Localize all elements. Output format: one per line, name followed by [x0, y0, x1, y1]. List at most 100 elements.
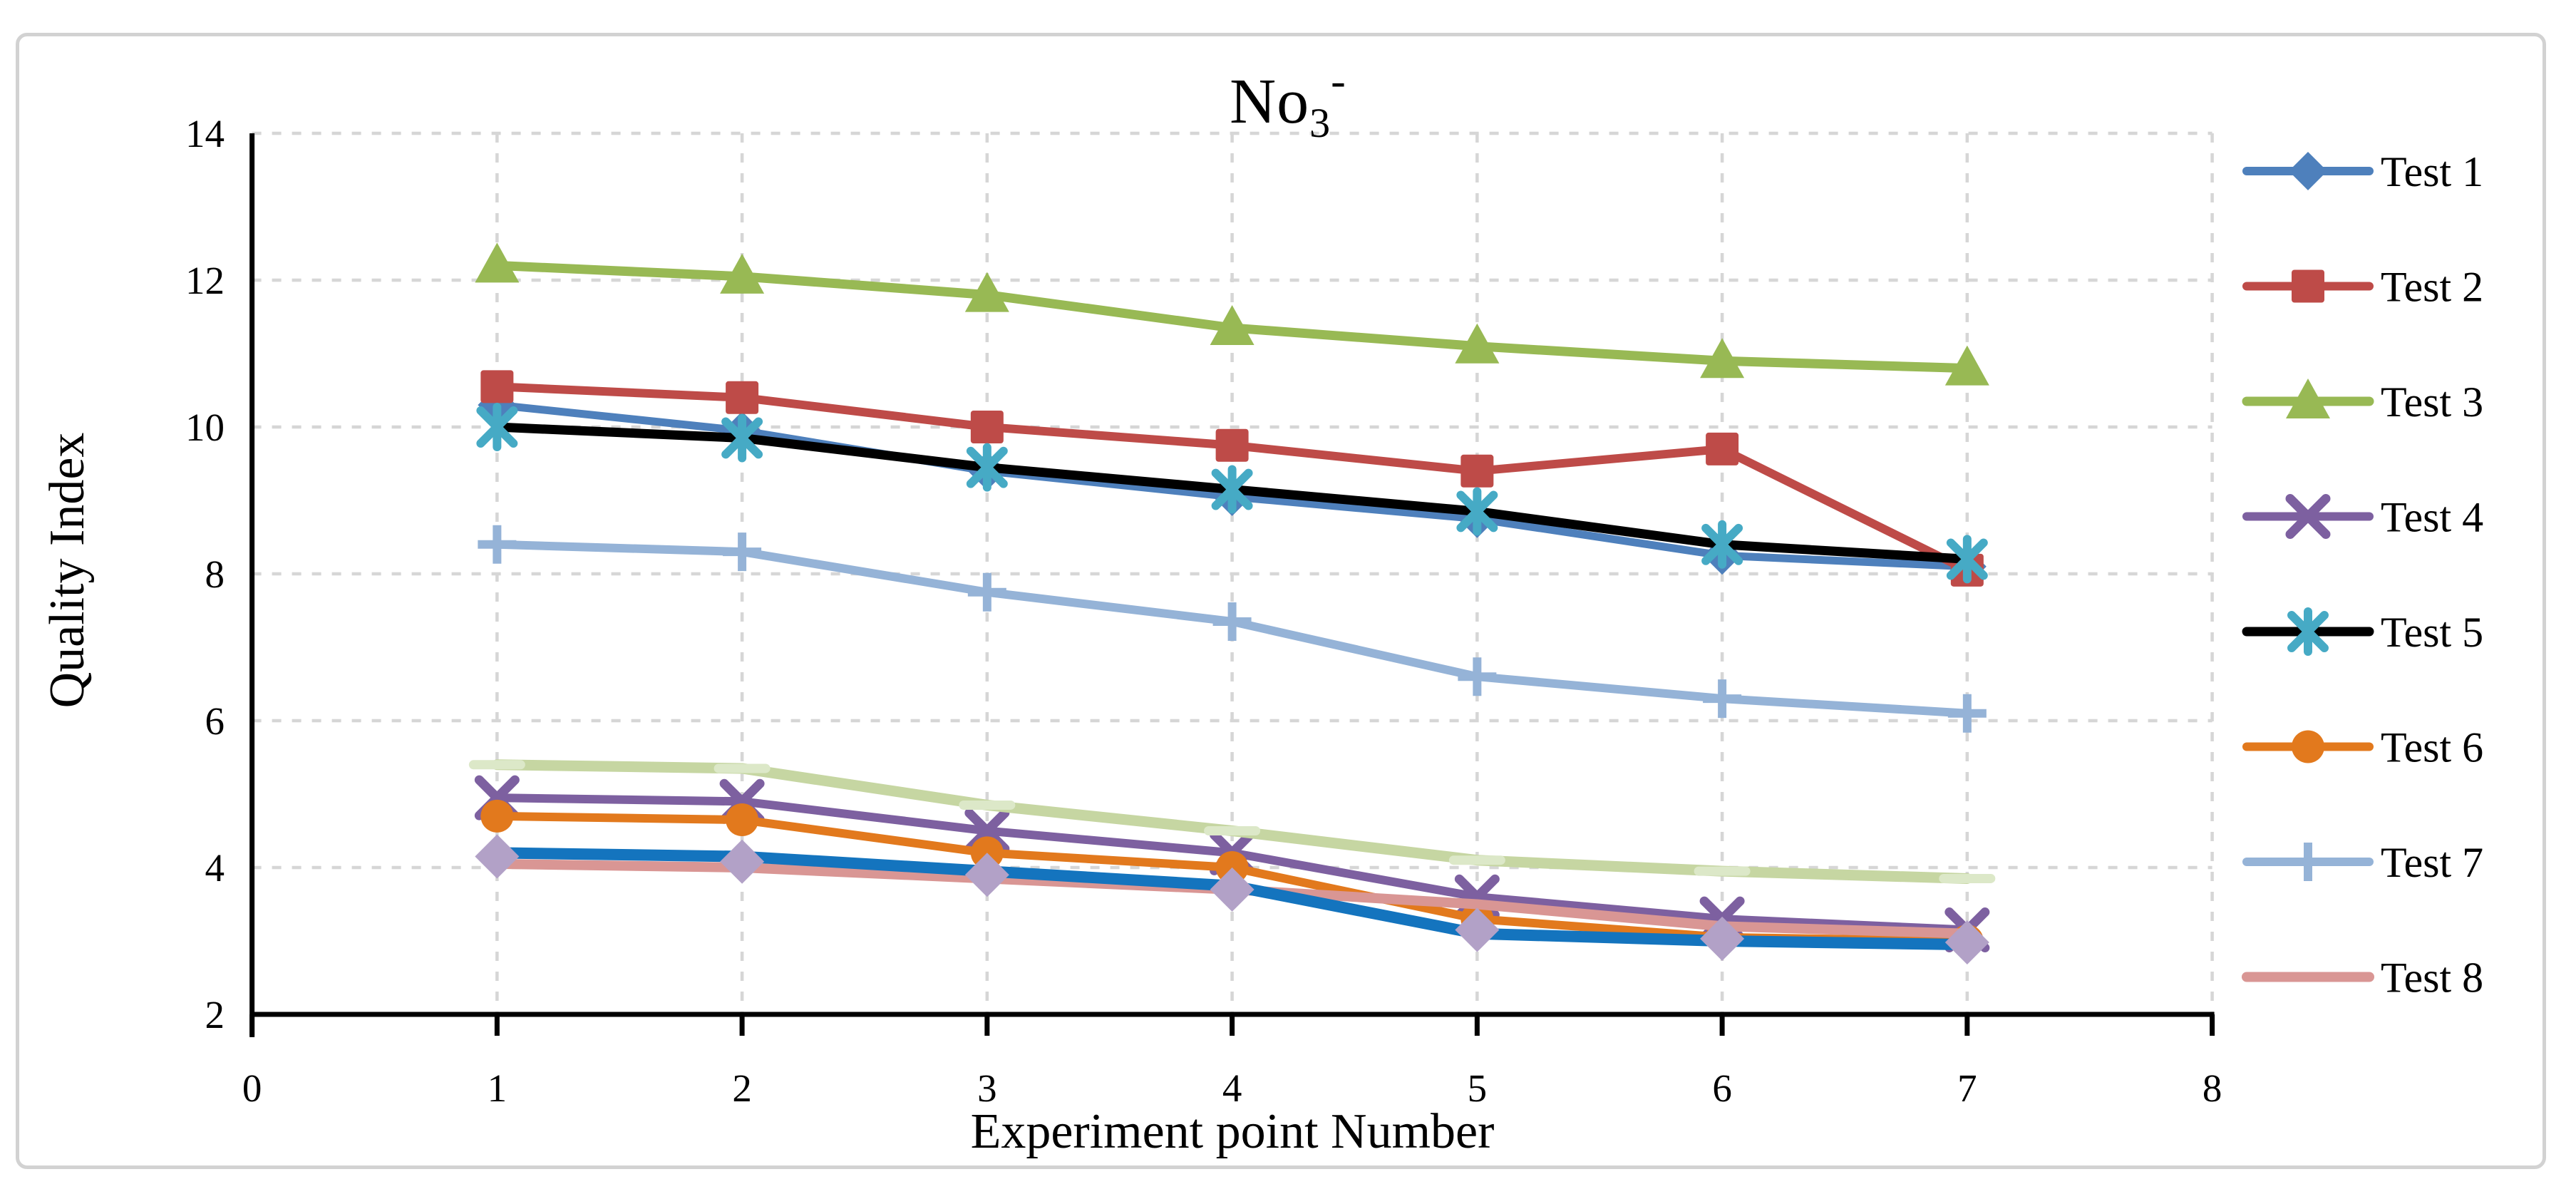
- y-tick-label-6: 6: [205, 699, 225, 743]
- x-tick-label-4: 4: [1222, 1066, 1242, 1110]
- series-5-pt7-asterisk-marker: [1946, 535, 1988, 584]
- series-6-pt2-circle-marker: [726, 803, 759, 837]
- series-2-pt2-square-marker: [726, 381, 759, 414]
- legend-x-marker: [2285, 494, 2331, 539]
- x-tick-label-5: 5: [1468, 1066, 1488, 1110]
- series-10-pt1-diamond-marker: [475, 834, 520, 879]
- legend-item-test-8: Test 8: [2242, 954, 2483, 1002]
- chart-title-subscript: 3: [1309, 100, 1331, 146]
- legend-item-test-7: Test 7: [2242, 839, 2483, 886]
- series-6-pt1-circle-marker: [480, 799, 514, 833]
- legend-x-arm: [2285, 494, 2331, 539]
- series-5-pt2-asterisk-arm: [721, 417, 763, 459]
- series-7-group: [478, 525, 1987, 733]
- series-7-pt1-plus-marker: [478, 525, 517, 564]
- legend-item-test-1: Test 1: [2242, 148, 2483, 195]
- series-11-group: [468, 759, 1996, 884]
- series-5-group: [476, 403, 1988, 584]
- legend-item-test-4: Test 4: [2242, 494, 2483, 541]
- series-3-pt5-triangle-marker: [1455, 323, 1500, 364]
- legend-label: Test 7: [2381, 839, 2483, 886]
- legend-label: Test 2: [2381, 264, 2483, 311]
- series-3-pt4-triangle-marker: [1210, 304, 1254, 345]
- series-10-pt7-diamond-marker: [1944, 920, 1989, 965]
- series-10-pt2-diamond-marker: [720, 839, 765, 884]
- series-5-pt6-asterisk-arm: [1701, 523, 1743, 565]
- series-10-pt6-diamond-marker: [1700, 916, 1745, 961]
- legend: Test 1 Test 2 Test 3 Test 4 Test 5 Test 6 Test…: [2242, 148, 2483, 1002]
- series-5-pt7-asterisk-arm: [1946, 538, 1988, 580]
- legend-label: Test 1: [2381, 148, 2483, 195]
- y-tick-label-8: 8: [205, 552, 225, 596]
- x-tick-label-1: 1: [488, 1066, 508, 1110]
- series-7-pt3-plus-marker: [967, 572, 1006, 612]
- series-5-pt2-asterisk-marker: [721, 413, 763, 463]
- y-tick-label-4: 4: [205, 846, 225, 890]
- chart-frame-border: [16, 33, 2546, 1169]
- legend-item-test-2: Test 2: [2242, 264, 2483, 311]
- series-3-pt1-triangle-marker: [475, 242, 520, 283]
- series-5-pt5-asterisk-arm: [1456, 490, 1498, 532]
- legend-item-test-6: Test 6: [2242, 724, 2483, 771]
- chart-title: No3-: [0, 57, 2576, 146]
- y-tick-label-10: 10: [185, 406, 225, 449]
- x-tick-label-0: 0: [242, 1066, 262, 1110]
- y-tick-label-14: 14: [185, 112, 225, 155]
- y-axis-title: Quality Index: [40, 432, 95, 709]
- series-5-pt6-asterisk-marker: [1701, 520, 1743, 569]
- series-2-pt1-square-marker: [480, 370, 514, 403]
- series-5-pt1-asterisk-marker: [476, 403, 518, 451]
- y-tick-label-2: 2: [205, 993, 225, 1036]
- legend-label: Test 4: [2381, 494, 2483, 541]
- y-tick-label-12: 12: [185, 259, 225, 302]
- legend-asterisk-arm: [2287, 611, 2329, 652]
- series-3-group: [475, 242, 1989, 386]
- x-tick-label-3: 3: [977, 1066, 997, 1110]
- series-3-pt7-triangle-marker: [1944, 345, 1989, 386]
- legend-label: Test 6: [2381, 724, 2483, 771]
- series-10-pt3-diamond-marker: [964, 853, 1009, 897]
- series-7-pt7-plus-marker: [1947, 694, 1987, 733]
- series-2-pt5-square-marker: [1460, 454, 1494, 488]
- chart-title-base: No: [1230, 66, 1310, 137]
- axes: [249, 133, 2215, 1037]
- series-2-pt3-square-marker: [970, 411, 1004, 443]
- series-10-pt5-diamond-marker: [1455, 907, 1500, 952]
- legend-triangle-marker: [2286, 379, 2330, 418]
- series-3-pt3-triangle-marker: [964, 272, 1009, 312]
- legend-square-marker: [2292, 269, 2324, 303]
- legend-circle-marker: [2292, 730, 2324, 763]
- series-3-pt6-triangle-marker: [1700, 338, 1745, 379]
- x-tick-labels: 0 1 2 3 4 5 6 7 8: [242, 1066, 2222, 1110]
- series-5-pt3-asterisk-marker: [966, 443, 1008, 492]
- legend-item-test-5: Test 5: [2242, 607, 2483, 656]
- legend-asterisk-marker: [2287, 607, 2329, 656]
- series-5-pt4-asterisk-marker: [1211, 465, 1253, 514]
- legend-label: Test 3: [2381, 379, 2483, 426]
- legend-diamond-marker: [2289, 152, 2327, 190]
- series-7-pt4-plus-marker: [1212, 602, 1252, 641]
- series-7-pt5-plus-marker: [1458, 657, 1497, 696]
- series-5-pt5-asterisk-marker: [1456, 487, 1498, 536]
- chart-title-superscript: -: [1331, 57, 1346, 106]
- series-5-pt1-asterisk-arm: [476, 406, 518, 448]
- legend-plus-marker: [2289, 843, 2327, 881]
- series-7-pt6-plus-marker: [1703, 679, 1742, 719]
- series-7-pt2-plus-marker: [723, 532, 762, 572]
- legend-label: Test 5: [2381, 609, 2483, 656]
- x-axis-title: Experiment point Number: [970, 1104, 1495, 1159]
- series-5-pt3-asterisk-arm: [966, 446, 1008, 488]
- x-tick-label-6: 6: [1712, 1066, 1732, 1110]
- series-2-pt4-square-marker: [1215, 428, 1249, 462]
- x-tick-label-8: 8: [2203, 1066, 2222, 1110]
- series-10-pt4-diamond-marker: [1210, 867, 1254, 912]
- series-3-pt2-triangle-marker: [720, 253, 765, 294]
- series-10-group: [475, 834, 1989, 965]
- x-tick-label-7: 7: [1957, 1066, 1977, 1110]
- x-tick-label-2: 2: [732, 1066, 752, 1110]
- y-tick-labels: 2 4 6 8 10 12 14: [185, 112, 225, 1036]
- series-2-pt6-square-marker: [1706, 432, 1739, 465]
- series-5-pt4-asterisk-arm: [1211, 468, 1253, 510]
